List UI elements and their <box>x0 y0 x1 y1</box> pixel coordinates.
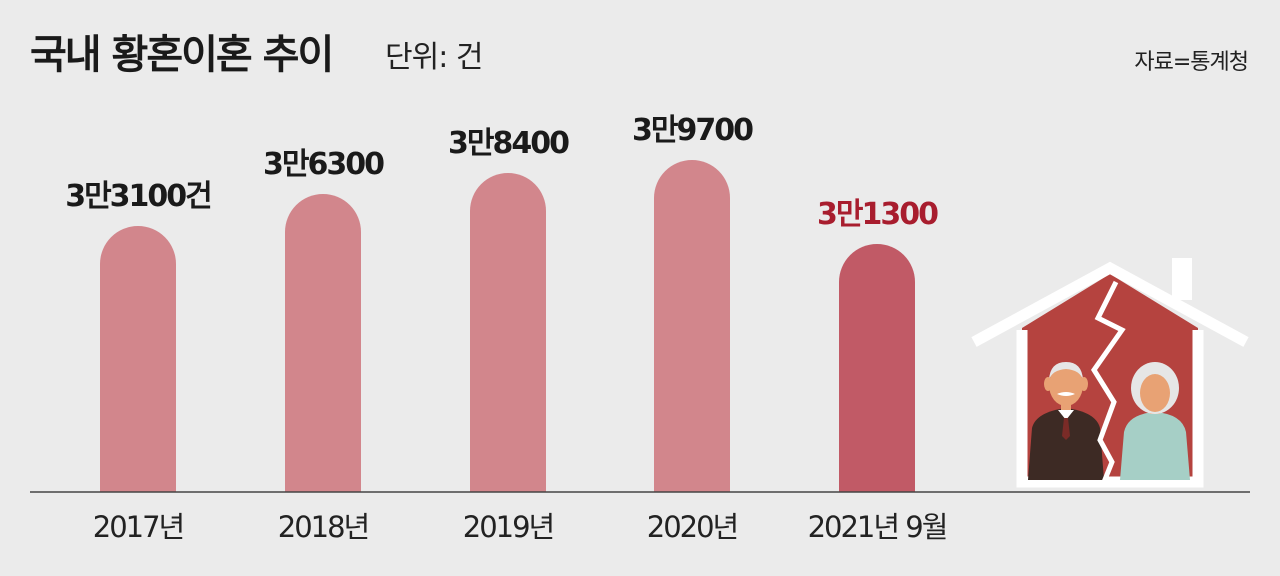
x-tick-label: 2018년 <box>278 510 368 544</box>
x-tick-label: 2019년 <box>463 510 553 544</box>
x-tick-label: 2017년 <box>93 510 183 544</box>
bar-2017년 <box>100 226 176 492</box>
broken-house-elderly-couple-icon <box>971 258 1249 488</box>
value-label: 3만6300 <box>263 147 384 182</box>
bar-2018년 <box>285 194 361 492</box>
bar-2020년 <box>654 160 730 492</box>
bar-2019년 <box>470 173 546 492</box>
value-label: 3만3100건 <box>65 179 211 214</box>
unit-label: 단위: 건 <box>385 40 483 75</box>
source-label: 자료=통계청 <box>1134 50 1249 75</box>
chart-title: 국내 황혼이혼 추이 <box>30 32 334 78</box>
value-label: 3만1300 <box>817 197 938 232</box>
bar-2021년 9월 <box>839 244 915 492</box>
x-tick-label: 2021년 9월 <box>808 510 947 544</box>
value-label: 3만8400 <box>448 126 569 161</box>
x-tick-label: 2020년 <box>647 510 737 544</box>
value-label: 3만9700 <box>632 113 753 148</box>
